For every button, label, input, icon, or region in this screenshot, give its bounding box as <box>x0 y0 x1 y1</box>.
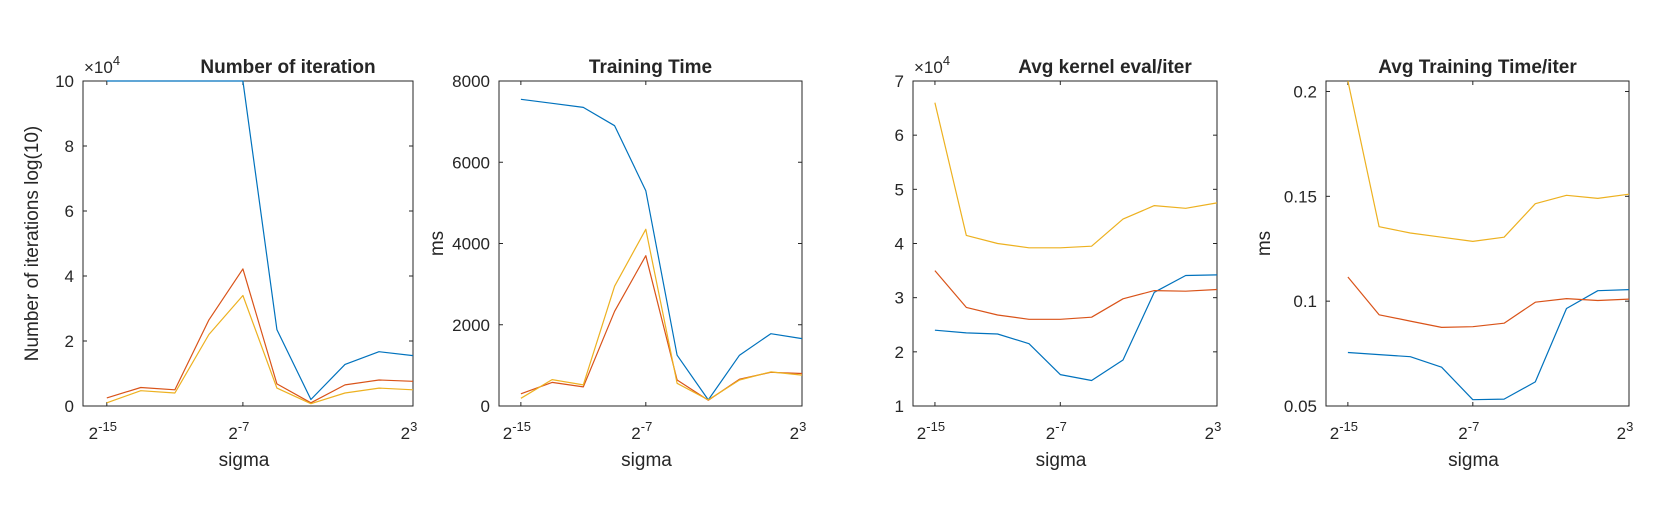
x-tick-base: 2 <box>1330 424 1339 443</box>
y-tick-label: 4 <box>895 235 904 254</box>
chart-title: Number of iteration <box>200 57 375 78</box>
x-axis-label: sigma <box>621 450 672 471</box>
x-tick-base: 2 <box>228 424 237 443</box>
x-tick-power: 3 <box>1626 419 1633 434</box>
y-exponent-label: ×104 <box>914 53 950 77</box>
x-tick-base: 2 <box>401 424 410 443</box>
x-tick-label: 2-15 <box>917 419 945 443</box>
series-line-yellow <box>520 228 803 401</box>
y-tick-label: 3 <box>895 289 904 308</box>
x-axis-label: sigma <box>1036 450 1087 471</box>
x-tick-label: 2-7 <box>228 419 249 443</box>
y-tick-label: 0.15 <box>1284 187 1317 206</box>
x-tick-label: 23 <box>1617 419 1634 443</box>
y-tick-label: 6 <box>65 202 74 221</box>
x-axis-label: sigma <box>1448 450 1499 471</box>
exponent-base: ×10 <box>914 58 943 77</box>
series-line-orange <box>106 268 414 404</box>
x-tick-label: 2-15 <box>503 419 531 443</box>
x-tick-label: 2-15 <box>1330 419 1358 443</box>
x-tick-power: 3 <box>410 419 417 434</box>
x-tick-power: -7 <box>1055 419 1067 434</box>
x-tick-power: -7 <box>238 419 250 434</box>
y-axis-label: ms <box>427 231 448 256</box>
x-tick-label: 2-7 <box>1046 419 1067 443</box>
series-line-blue <box>520 98 803 401</box>
exponent-power: 4 <box>113 53 120 68</box>
chart-title: Avg kernel eval/iter <box>1018 57 1192 78</box>
y-tick-label: 0.05 <box>1284 397 1317 416</box>
x-tick-base: 2 <box>1046 424 1055 443</box>
y-tick-label: 0.1 <box>1293 292 1317 311</box>
y-tick-label: 0 <box>65 397 74 416</box>
y-tick-label: 1 <box>895 397 904 416</box>
x-tick-base: 2 <box>1205 424 1214 443</box>
x-tick-base: 2 <box>790 424 799 443</box>
x-tick-power: -7 <box>641 419 653 434</box>
series-line-yellow <box>934 102 1218 249</box>
y-tick-label: 4000 <box>452 235 490 254</box>
x-tick-label: 23 <box>1205 419 1222 443</box>
y-tick-label: 2 <box>895 343 904 362</box>
x-tick-power: -15 <box>1339 419 1358 434</box>
axes-box <box>498 80 803 407</box>
x-tick-label: 23 <box>401 419 418 443</box>
y-tick-label: 0.2 <box>1293 82 1317 101</box>
y-tick-label: 6000 <box>452 153 490 172</box>
x-tick-base: 2 <box>917 424 926 443</box>
x-tick-power: -15 <box>926 419 945 434</box>
x-tick-label: 2-7 <box>1458 419 1479 443</box>
x-tick-base: 2 <box>631 424 640 443</box>
y-tick-label: 0 <box>481 397 490 416</box>
series-line-yellow <box>1347 80 1630 242</box>
chart-title: Training Time <box>589 57 712 78</box>
x-tick-power: 3 <box>799 419 806 434</box>
series-line-yellow <box>106 294 414 405</box>
exponent-base: ×10 <box>84 58 113 77</box>
axes-box <box>912 80 1218 407</box>
x-tick-power: 3 <box>1214 419 1221 434</box>
chart-title: Avg Training Time/iter <box>1378 57 1577 78</box>
y-tick-label: 8 <box>65 137 74 156</box>
y-tick-label: 6 <box>895 126 904 145</box>
x-tick-base: 2 <box>1617 424 1626 443</box>
series-line-blue <box>106 80 414 401</box>
series-line-blue <box>1347 289 1630 401</box>
series-line-orange <box>934 270 1218 320</box>
x-tick-label: 23 <box>790 419 807 443</box>
y-axis-label: Number of iterations log(10) <box>22 126 43 362</box>
x-tick-label: 2-7 <box>631 419 652 443</box>
y-tick-label: 8000 <box>452 72 490 91</box>
y-tick-label: 2 <box>65 332 74 351</box>
x-tick-power: -15 <box>512 419 531 434</box>
y-tick-label: 5 <box>895 180 904 199</box>
y-exponent-label: ×104 <box>84 53 120 77</box>
x-tick-power: -15 <box>98 419 117 434</box>
y-tick-label: 7 <box>895 72 904 91</box>
y-tick-label: 4 <box>65 267 74 286</box>
y-tick-label: 2000 <box>452 316 490 335</box>
x-axis-label: sigma <box>219 450 270 471</box>
series-line-blue <box>934 274 1218 382</box>
x-tick-label: 2-15 <box>89 419 117 443</box>
x-tick-power: -7 <box>1468 419 1480 434</box>
series-line-orange <box>520 255 803 401</box>
y-axis-label: ms <box>1254 231 1275 256</box>
x-tick-base: 2 <box>89 424 98 443</box>
y-tick-label: 10 <box>55 72 74 91</box>
axes-box <box>1325 80 1630 407</box>
x-tick-base: 2 <box>503 424 512 443</box>
series-line-orange <box>1347 276 1630 328</box>
x-tick-base: 2 <box>1458 424 1467 443</box>
exponent-power: 4 <box>943 53 950 68</box>
axes-box <box>82 80 414 407</box>
